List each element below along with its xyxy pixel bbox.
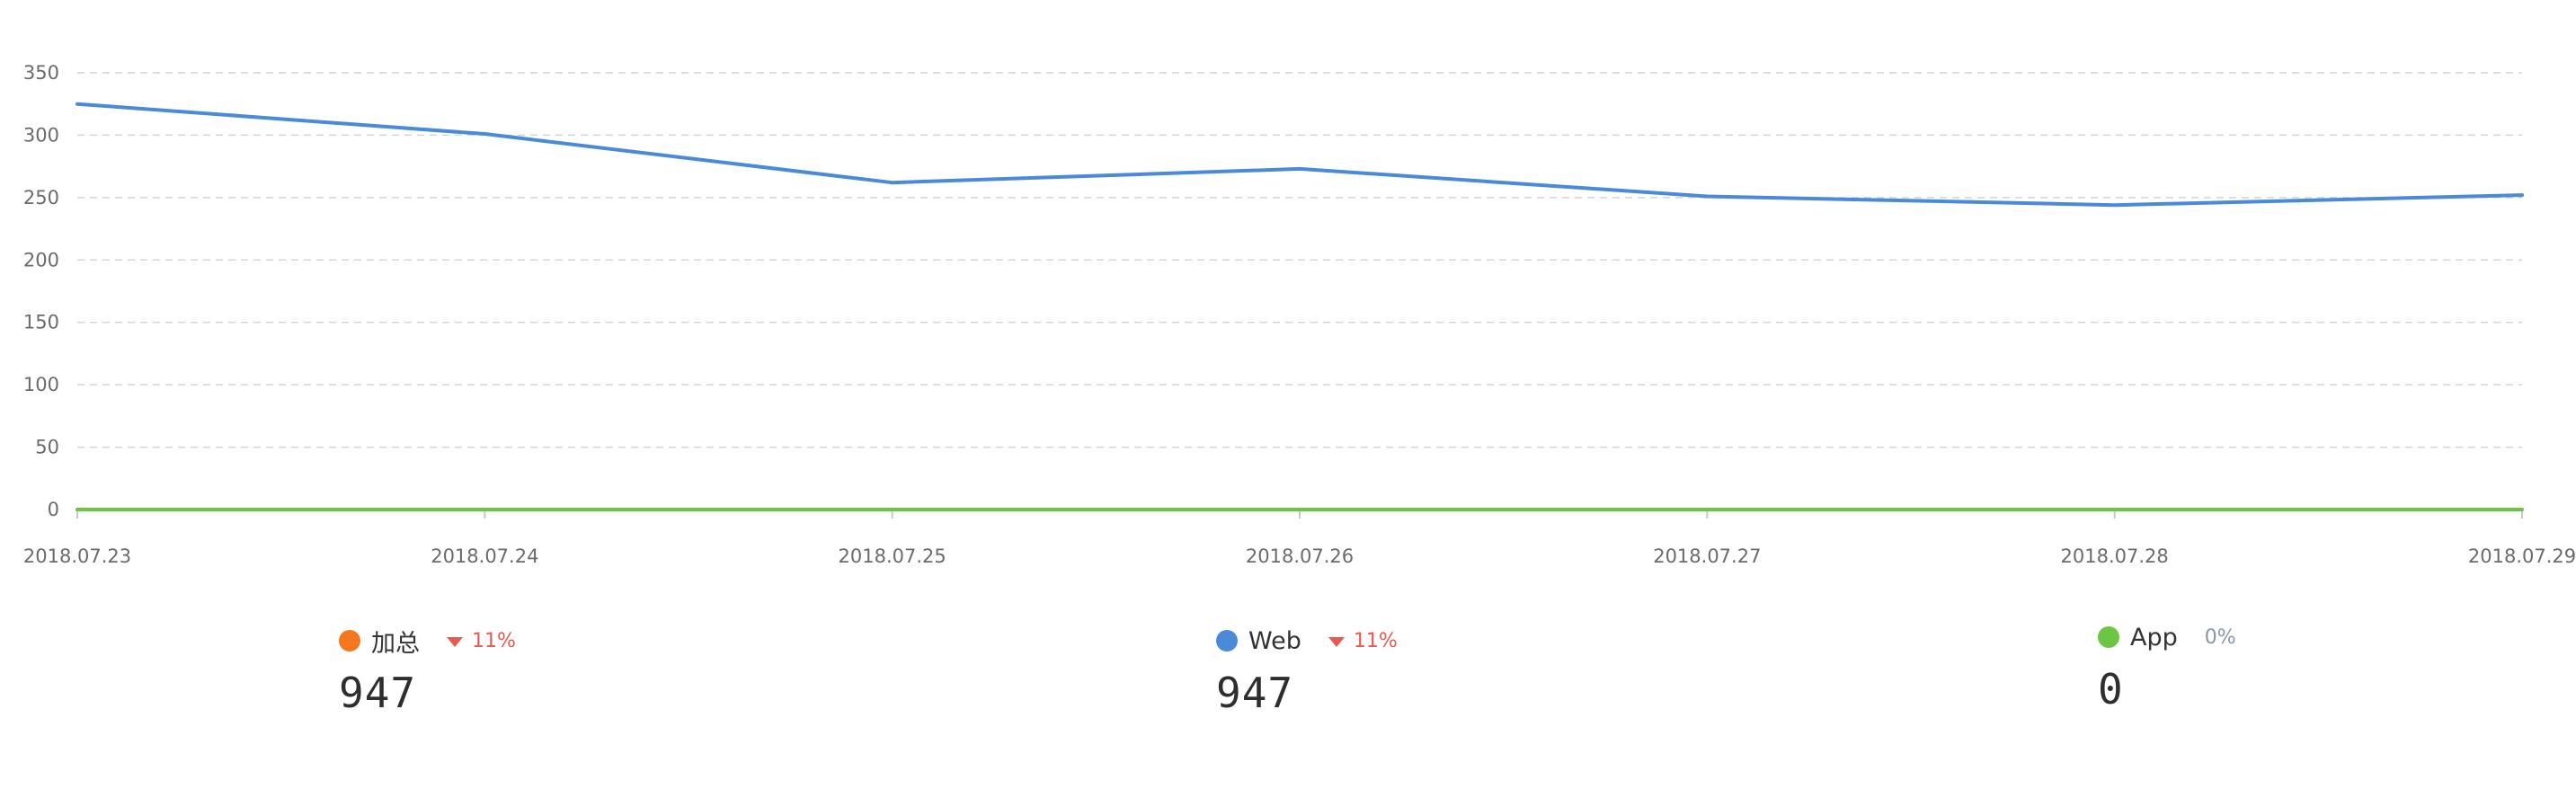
legend-dot-web [1216, 630, 1238, 652]
y-tick-label: 250 [23, 187, 59, 208]
change-percent-app: 0% [2204, 625, 2236, 649]
legend-item-web[interactable]: Web 11% 947 [1216, 624, 1398, 717]
web-value: 947 [1216, 669, 1294, 717]
x-tick-label: 2018.07.29 [2468, 545, 2576, 567]
legend-label-total: 加总 [371, 629, 420, 658]
down-arrow-icon [447, 636, 463, 647]
app-value: 0 [2098, 665, 2124, 714]
x-tick-label: 2018.07.26 [1246, 545, 1354, 567]
x-tick-label: 2018.07.28 [2061, 545, 2169, 567]
x-tick-label: 2018.07.27 [1653, 545, 1761, 567]
change-indicator-total: 11% [447, 630, 516, 652]
change-percent-web: 11% [1353, 629, 1398, 652]
y-tick-label: 350 [23, 62, 59, 84]
y-tick-label: 50 [35, 437, 59, 458]
y-tick-label: 200 [23, 249, 59, 270]
series-line-web[interactable] [76, 102, 2524, 208]
x-tick-label: 2018.07.24 [431, 545, 538, 567]
legend-label-app: App [2130, 623, 2178, 652]
y-tick-label: 150 [23, 312, 59, 333]
change-percent-total: 11% [472, 629, 516, 652]
legend-dot-app [2098, 626, 2119, 648]
x-tick-label: 2018.07.25 [839, 545, 946, 567]
y-tick-label: 300 [23, 124, 59, 146]
change-indicator-web: 11% [1328, 630, 1398, 652]
legend-item-app[interactable]: App 0% 0 [2098, 620, 2236, 714]
y-tick-label: 100 [23, 374, 59, 395]
total-value: 947 [339, 669, 417, 717]
legend-label-web: Web [1248, 626, 1301, 655]
down-arrow-icon [1328, 636, 1345, 647]
legend-item-total[interactable]: 加总 11% 947 [339, 624, 516, 717]
line-chart: 0 50 100 150 200 250 300 350 2018.07.23 2018.07.2… [23, 62, 2576, 567]
x-tick-label: 2018.07.23 [23, 545, 131, 567]
legend-dot-total [339, 630, 360, 652]
y-tick-label: 0 [48, 499, 59, 520]
change-indicator-app: 0% [2205, 626, 2236, 649]
